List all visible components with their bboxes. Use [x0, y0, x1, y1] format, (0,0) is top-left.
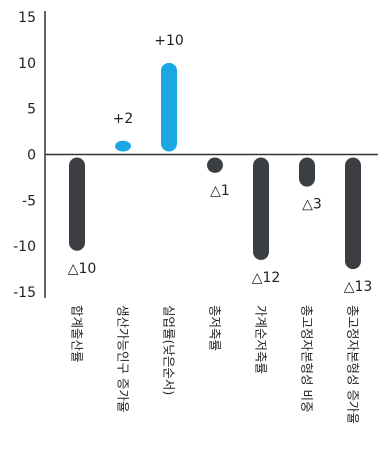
bar: [115, 140, 131, 152]
y-tick-label: -10: [13, 239, 36, 255]
y-tick-label: 10: [18, 56, 36, 72]
bar: [345, 157, 361, 270]
y-tick-label: 5: [27, 102, 36, 118]
y-tick-label: 0: [27, 148, 36, 164]
y-tick-label: -5: [22, 193, 36, 209]
bar: [299, 157, 315, 187]
y-tick-label: -15: [13, 285, 36, 301]
category-label: 총저축률: [208, 305, 223, 351]
category-label: 총고정자본형성 증가율: [346, 305, 361, 424]
chart-data-labels: △10 +2 +10 △1 △12 △3 △13: [68, 33, 373, 295]
data-label: △10: [68, 261, 97, 277]
data-label: +2: [113, 111, 134, 127]
data-label: +10: [154, 33, 184, 49]
chart-y-tick-labels: 15 10 5 0 -5 -10 -15: [13, 10, 36, 301]
chart-axes: [44, 11, 378, 298]
bar: [69, 157, 85, 251]
data-label: △13: [344, 279, 373, 295]
category-label: 합계출산률: [70, 305, 85, 363]
chart-bars: [69, 62, 361, 270]
chart-category-labels: 합계출산률 생산가능인구 증가율 실업률(낮은순서) 총저축률 가계순저축률 총고정자본형…: [70, 305, 361, 424]
data-label: △3: [302, 197, 322, 213]
bar: [253, 157, 269, 260]
bar: [161, 62, 177, 152]
data-label: △1: [210, 183, 230, 199]
category-label: 생산가능인구 증가율: [116, 305, 131, 412]
bar: [207, 157, 223, 173]
y-tick-label: 15: [18, 10, 36, 26]
data-label: △12: [252, 270, 281, 286]
category-label: 가계순저축률: [254, 305, 269, 374]
category-label: 총고정자본형성 비중: [300, 305, 315, 412]
category-label: 실업률(낮은순서): [162, 305, 177, 395]
